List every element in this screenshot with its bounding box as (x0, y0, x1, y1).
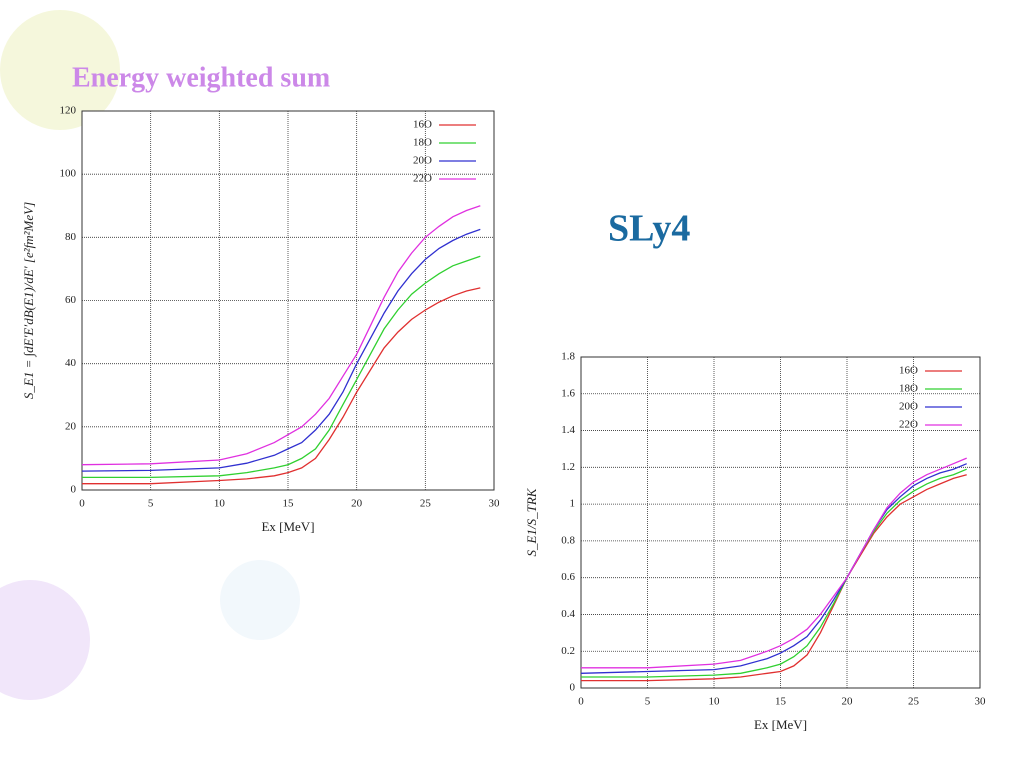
y-tick-label: 0.8 (561, 534, 575, 546)
y-tick-label: 1.6 (561, 387, 575, 399)
y-tick-label: 0 (570, 682, 576, 694)
x-tick-label: 25 (908, 696, 920, 708)
x-tick-label: 5 (148, 498, 154, 510)
plot-area (580, 356, 981, 689)
x-tick-label: 25 (420, 498, 432, 510)
legend-label: 20O (413, 155, 432, 167)
series-line (81, 228, 481, 472)
y-tick-label: 100 (60, 168, 77, 180)
y-tick-label: 0 (71, 484, 77, 496)
legend-label: 18O (899, 383, 918, 395)
legend-label: 22O (413, 173, 432, 185)
decoration (0, 580, 90, 700)
series-line (81, 205, 481, 466)
x-tick-label: 0 (578, 696, 584, 708)
series-line (82, 287, 481, 485)
y-tick-label: 1.2 (561, 461, 575, 473)
x-tick-label: 10 (709, 696, 721, 708)
y-tick-label: 20 (65, 420, 77, 432)
y-tick-label: 80 (65, 231, 77, 243)
y-tick-label: 1.8 (561, 351, 575, 363)
x-tick-label: 10 (214, 498, 226, 510)
series-line (581, 468, 967, 678)
y-tick-label: 1 (570, 498, 576, 510)
x-tick-label: 5 (645, 696, 651, 708)
legend-label: 22O (899, 419, 918, 431)
x-tick-label: 30 (975, 696, 987, 708)
series-line (580, 463, 967, 674)
y-tick-label: 60 (65, 294, 77, 306)
decoration (220, 560, 300, 640)
legend-label: 20O (899, 401, 918, 413)
x-tick-label: 20 (842, 696, 854, 708)
decoration (0, 10, 120, 130)
series-line (82, 255, 481, 479)
y-tick-label: 0.2 (561, 645, 575, 657)
x-tick-label: 20 (351, 498, 363, 510)
x-tick-label: 0 (79, 498, 85, 510)
x-tick-label: 30 (489, 498, 501, 510)
y-tick-label: 0.4 (561, 608, 575, 620)
y-axis-label: S_E1 = ∫dE′E′dB(E1)/dE′ [e²fm²MeV] (21, 202, 37, 399)
model-label: SLy4 (608, 208, 690, 250)
x-axis-label: Ex [MeV] (261, 519, 314, 534)
y-tick-label: 120 (60, 105, 77, 117)
legend-label: 16O (413, 119, 432, 131)
legend-label: 18O (413, 137, 432, 149)
y-tick-label: 1.4 (561, 424, 575, 436)
y-tick-label: 40 (65, 357, 77, 369)
slide-title: Energy weighted sum (72, 62, 330, 93)
x-axis-label: Ex [MeV] (754, 717, 807, 732)
legend-label: 16O (899, 365, 918, 377)
y-tick-label: 0.6 (561, 571, 575, 583)
x-tick-label: 15 (775, 696, 787, 708)
y-axis-label: S_E1/S_TRK (524, 487, 539, 556)
series-line (581, 457, 967, 669)
x-tick-label: 15 (283, 498, 295, 510)
